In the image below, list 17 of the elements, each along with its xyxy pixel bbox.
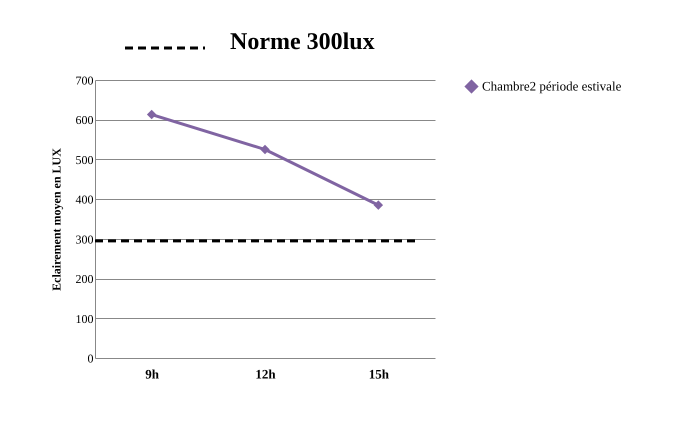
y-tick-label: 700: [76, 74, 94, 88]
y-tick-label: 400: [76, 192, 94, 207]
point: [374, 200, 384, 210]
y-tick-label: 0: [88, 352, 94, 366]
x-tick-label: 12h: [255, 366, 276, 382]
y-tick-label: 500: [76, 152, 94, 167]
y-tick-label: 600: [76, 113, 94, 128]
point: [146, 110, 156, 120]
legend-label: Chambre2 période estivale: [482, 78, 622, 94]
y-axis-title: Eclairement moyen en LUX: [50, 148, 64, 291]
y-tick-label: 100: [76, 312, 94, 326]
y-tick-label: 300: [76, 232, 94, 246]
y-tick-label: 200: [76, 272, 94, 286]
x-tick-label: 9h: [145, 366, 160, 382]
x-tick-label: 15h: [368, 366, 390, 382]
legend-label: Norme 300lux: [230, 29, 375, 55]
point: [260, 144, 270, 154]
